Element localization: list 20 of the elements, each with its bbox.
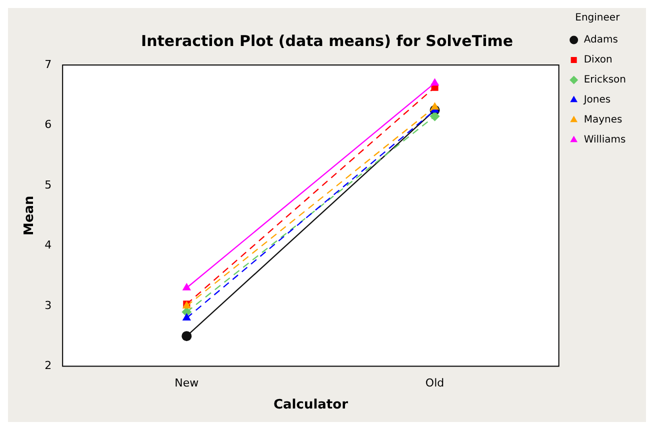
y-tick-label: 3 [44,298,52,312]
point [430,111,440,122]
y-tick-label: 2 [44,359,52,372]
legend-label: Dixon [584,54,612,66]
legend-label: Williams [584,134,626,146]
legend-title: Engineer [575,12,621,24]
x-axis-title: Calculator [273,398,349,413]
legend-label: Adams [584,34,618,46]
y-axis-title: Mean [22,196,38,236]
legend-label: Jones [582,94,611,106]
point [182,331,192,342]
y-tick-label: 6 [44,118,52,132]
legend-label: Maynes [584,114,622,126]
y-tick-label: 7 [44,58,52,71]
x-tick-label: New [174,376,199,390]
y-tick-label: 5 [44,178,52,192]
x-tick-label: Old [425,376,444,390]
y-tick-label: 4 [44,238,52,252]
legend-label: Erickson [584,74,626,86]
chart-title: Interaction Plot (data means) for SolveTime [140,32,514,50]
